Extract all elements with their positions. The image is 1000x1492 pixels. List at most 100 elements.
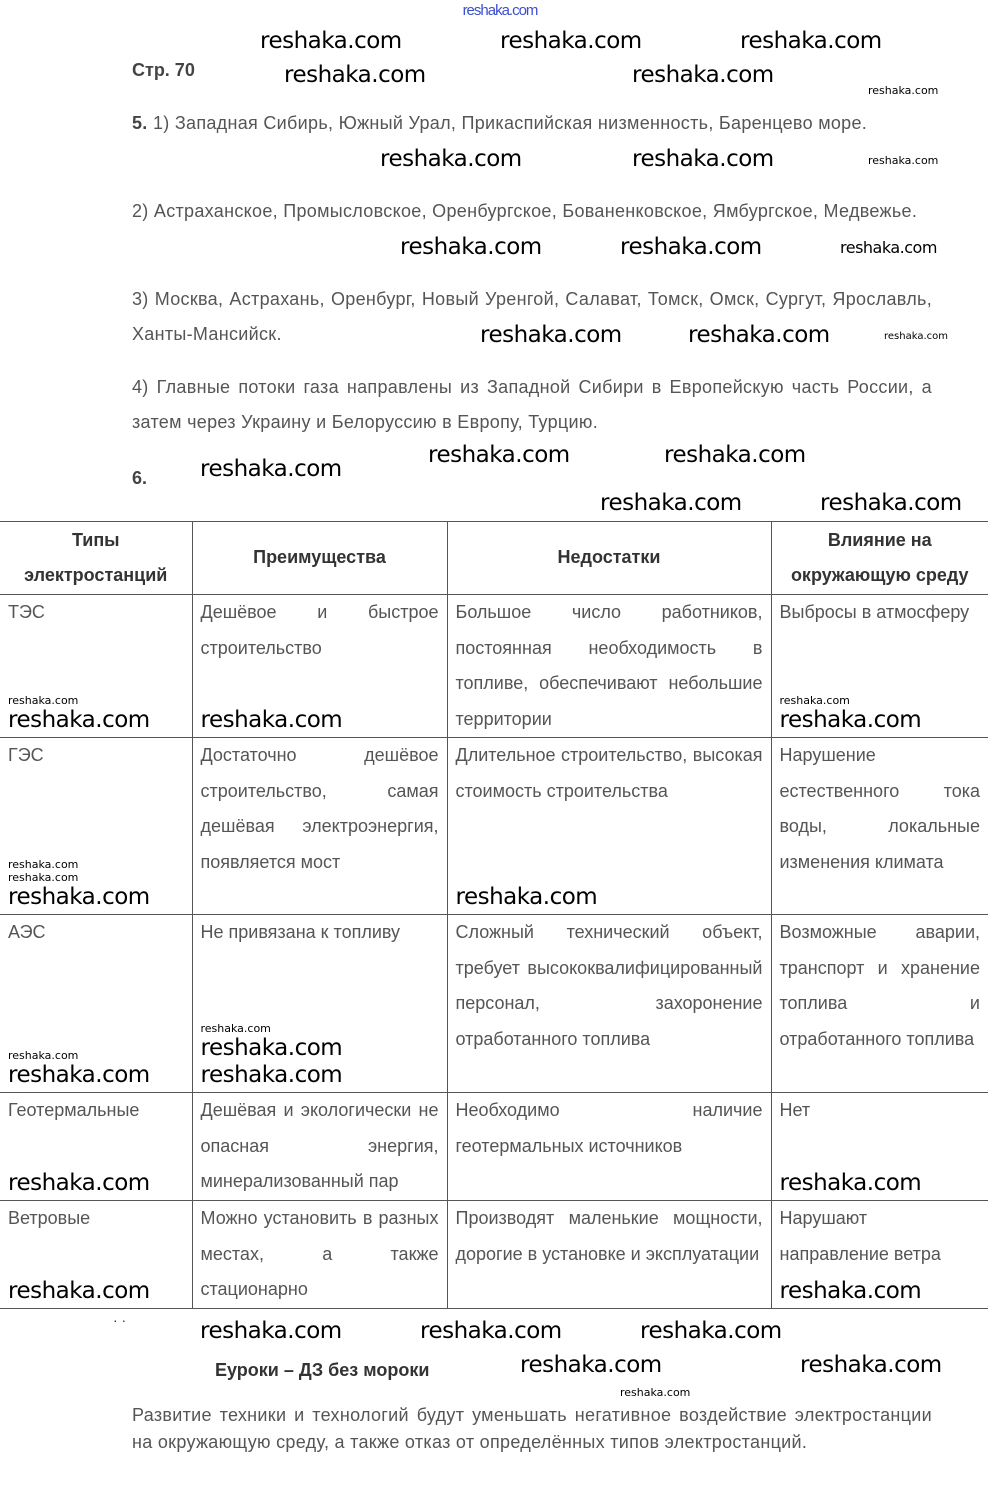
table-cell: Дешёвое и быстрое строительство reshaka.…: [191, 594, 448, 738]
table-row: ТЭС reshaka.com reshaka.com Дешёвое и быс…: [0, 594, 988, 738]
watermark: reshaka.com: [8, 858, 79, 871]
watermark-group: reshaka.com reshaka.com reshaka.com: [201, 1022, 343, 1089]
watermark: reshaka.com: [820, 490, 962, 516]
watermark: reshaka.com: [8, 707, 150, 733]
cell-text: Нарушают направление ветра: [779, 1208, 941, 1264]
header-cell: Типы электростанций: [0, 521, 193, 595]
table-cell: Длительное строительство, высокая стоимо…: [446, 737, 772, 915]
watermark: reshaka.com: [380, 146, 522, 172]
watermark: reshaka.com: [779, 1277, 922, 1304]
page-label: Стр. 70: [132, 60, 195, 80]
watermark: reshaka.com: [779, 707, 922, 733]
table-cell: Возможные аварии, транспорт и хранение т…: [770, 914, 988, 1093]
watermark: reshaka.com: [200, 1035, 343, 1061]
watermark: reshaka.com: [8, 1062, 150, 1088]
task5-item1: 5. 1) Западная Сибирь, Южный Урал, Прика…: [132, 106, 932, 141]
table-cell: Ветровые reshaka.com: [0, 1200, 193, 1309]
watermark: reshaka.com: [664, 442, 806, 468]
watermark: reshaka.com: [8, 1277, 150, 1304]
cell-text: Нет: [779, 1100, 811, 1120]
watermark: reshaka.com: [632, 146, 774, 172]
task5-item4: 4) Главные потоки газа направлены из Зап…: [132, 377, 932, 432]
table-row: ГЭС reshaka.com reshaka.com reshaka.com До…: [0, 737, 988, 915]
header-cell: Влияние на окружающую среду: [770, 521, 988, 595]
watermark: reshaka.com: [868, 84, 939, 97]
watermark-group: reshaka.com reshaka.com: [8, 1049, 150, 1089]
table-cell: Необходимо наличие геотермальных источни…: [446, 1092, 772, 1201]
watermark-group: reshaka.com: [780, 1278, 922, 1305]
table-cell: ГЭС reshaka.com reshaka.com reshaka.com: [0, 737, 193, 915]
power-stations-table: Типы электростанций Преимущества Недоста…: [0, 521, 988, 1309]
table-cell: Дешёвая и экологически не опасная энерги…: [191, 1092, 448, 1201]
watermark: reshaka.com: [632, 62, 774, 88]
dots: · ·: [113, 1312, 127, 1328]
cell-text: Длительное строительство, высокая стоимо…: [455, 745, 763, 801]
watermark: reshaka.com: [840, 238, 937, 257]
cell-text: АЭС: [8, 922, 46, 942]
watermark: reshaka.com: [200, 707, 343, 733]
table-row: Ветровые reshaka.com Можно установить в …: [0, 1200, 988, 1309]
site-link[interactable]: reshaka.com: [462, 2, 539, 19]
watermark: reshaka.com: [455, 884, 598, 910]
watermark-group: reshaka.com reshaka.com: [780, 694, 922, 734]
watermark: reshaka.com: [400, 234, 542, 260]
cell-text: Дешёвое и быстрое строительство: [200, 602, 439, 658]
task5-item2: 2) Астраханское, Промысловское, Оренбург…: [132, 201, 918, 221]
cell-text: Геотермальные: [8, 1100, 140, 1120]
watermark: reshaka.com: [480, 322, 622, 348]
table-cell: Не привязана к топливу reshaka.com reshak…: [191, 914, 448, 1093]
table-row: Геотермальные reshaka.com Дешёвая и экол…: [0, 1092, 988, 1201]
header-cell: Преимущества: [191, 521, 448, 595]
watermark: reshaka.com: [8, 1049, 79, 1062]
header-cell: Недостатки: [446, 521, 772, 595]
watermark: reshaka.com: [620, 1386, 691, 1399]
watermark-group: reshaka.com reshaka.com reshaka.com: [8, 858, 150, 911]
task5-item3: 3) Москва, Астрахань, Оренбург, Новый Ур…: [132, 289, 932, 344]
watermark: reshaka.com: [500, 28, 642, 54]
watermark-group: reshaka.com: [456, 884, 598, 911]
watermark: reshaka.com: [200, 1318, 342, 1344]
watermark: reshaka.com: [740, 28, 882, 54]
cell-text: Выбросы в атмосферу: [779, 602, 970, 622]
watermark-group: reshaka.com reshaka.com: [8, 694, 150, 734]
watermark: reshaka.com: [200, 1022, 271, 1035]
table-cell: Производят маленькие мощности, дорогие в…: [446, 1200, 772, 1309]
table-cell: Сложный технический объект, требует высо…: [446, 914, 772, 1093]
table-cell: Геотермальные reshaka.com: [0, 1092, 193, 1201]
watermark: reshaka.com: [520, 1352, 662, 1378]
table-cell: Достаточно дешёвое строительство, самая …: [191, 737, 448, 915]
watermark: reshaka.com: [428, 442, 570, 468]
watermark: reshaka.com: [640, 1318, 782, 1344]
table-cell: Можно установить в разных местах, а такж…: [191, 1200, 448, 1309]
watermark: reshaka.com: [420, 1318, 562, 1344]
watermark: reshaka.com: [8, 694, 79, 707]
task5-item1-text: 1) Западная Сибирь, Южный Урал, Прикаспи…: [152, 113, 868, 133]
cell-text: ТЭС: [8, 602, 45, 622]
watermark-group: reshaka.com: [780, 1170, 922, 1197]
watermark: reshaka.com: [779, 1170, 922, 1196]
watermark: reshaka.com: [800, 1352, 942, 1378]
conclusion: Развитие техники и технологий будут умен…: [132, 1405, 932, 1452]
watermark: reshaka.com: [868, 154, 939, 167]
table-cell: Нет reshaka.com: [770, 1092, 988, 1201]
watermark: reshaka.com: [779, 694, 850, 707]
watermark-group: reshaka.com: [8, 1278, 150, 1305]
table-cell: Выбросы в атмосферу reshaka.com reshaka.c…: [770, 594, 988, 738]
watermark: reshaka.com: [8, 884, 150, 910]
task6-number: 6.: [132, 468, 148, 488]
watermark: reshaka.com: [600, 490, 742, 516]
watermark: reshaka.com: [884, 331, 948, 342]
watermark: reshaka.com: [260, 28, 402, 54]
brand-line: Еуроки – ДЗ без мороки: [215, 1360, 430, 1380]
watermark: reshaka.com: [8, 871, 79, 884]
watermark: reshaka.com: [620, 234, 762, 260]
task5-number: 5.: [132, 113, 148, 133]
table-header-row: Типы электростанций Преимущества Недоста…: [0, 521, 988, 595]
table-cell: Нарушение естественного тока воды, локал…: [770, 737, 988, 915]
cell-text: ГЭС: [8, 745, 44, 765]
table-cell: Нарушают направление ветра reshaka.com: [770, 1200, 988, 1309]
watermark: reshaka.com: [284, 62, 426, 88]
watermark-group: reshaka.com: [201, 707, 343, 734]
cell-text: Не привязана к топливу: [200, 922, 401, 942]
